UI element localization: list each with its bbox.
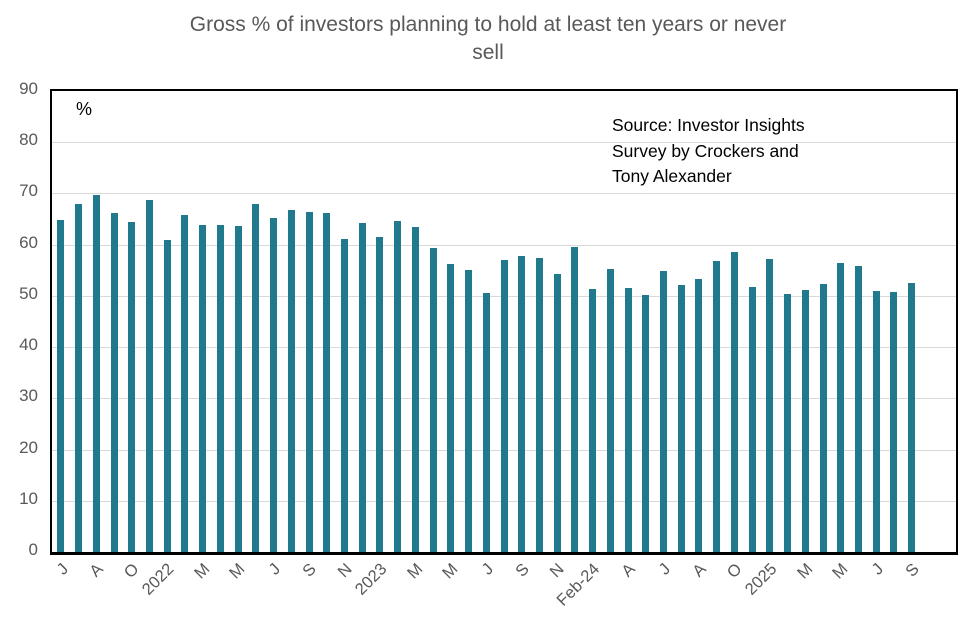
y-tick-label-10: 10 [19,488,38,508]
x-tick-label-text: 2025 [741,560,781,599]
x-tick-label-text: M [190,560,214,583]
gridline-80 [52,142,956,144]
x-tick-label-text: S [901,560,923,581]
bar-6 [145,199,153,552]
bar-23 [447,263,455,552]
bar-13 [270,217,278,552]
bar-14 [287,210,295,552]
bar-1 [57,219,65,552]
x-tick-label-text: J [53,560,72,579]
bar-18 [358,223,366,552]
bar-33 [624,288,632,552]
bar-15 [305,211,313,552]
bar-9 [199,225,207,552]
x-tick-label-text: A [86,560,108,581]
x-tick-label-text: M [439,560,462,583]
bar-34 [642,295,650,552]
y-axis-unit-label: % [76,99,93,119]
bar-42 [784,293,792,552]
y-tick-label-20: 20 [19,437,38,457]
bar-46 [855,266,862,552]
bar-12 [252,204,260,552]
x-tick-label-text: J [478,560,497,579]
gridline-60 [52,244,956,246]
bar-5 [128,221,136,552]
plot-area: % Source: Investor Insights Survey by Cr… [50,89,958,555]
gridline-70 [52,193,956,195]
bar-21 [411,226,419,552]
y-tick-label-30: 30 [19,386,38,406]
x-tick-label-text: O [120,560,143,582]
bar-8 [181,214,189,552]
x-tick-label-text: J [265,560,285,579]
y-tick-label-70: 70 [19,181,38,201]
x-tick-label-text: S [511,560,533,581]
bar-35 [660,271,668,552]
bar-38 [713,261,721,552]
bar-47 [872,290,880,552]
bar-32 [606,269,614,552]
bar-31 [589,288,597,552]
bar-20 [394,220,402,552]
x-tick-label-text: 2022 [139,560,178,599]
bar-44 [819,283,827,552]
y-tick-label-90: 90 [19,79,38,98]
bar-7 [163,239,171,552]
bar-41 [766,258,774,552]
x-tick-label-text: M [403,560,427,583]
x-tick-label-text: A [618,560,639,581]
bar-16 [323,213,331,552]
bar-11 [234,226,242,552]
bar-45 [837,262,845,552]
bar-48 [890,291,898,552]
y-tick-label-60: 60 [19,232,38,252]
bar-4 [110,212,118,552]
bar-29 [553,274,561,552]
x-tick-label-text: 2023 [351,560,391,599]
y-tick-label-40: 40 [19,335,38,355]
x-tick-label-text: J [868,560,887,579]
bar-39 [730,251,738,552]
x-tick-label-text: S [299,560,320,581]
x-tick-label-text: J [655,560,675,579]
source-line-1: Source: Investor Insights [612,115,805,135]
y-tick-label-80: 80 [19,130,38,150]
chart-title-line-1: Gross % of investors planning to hold at… [189,13,787,36]
bar-40 [748,286,756,552]
bar-26 [500,259,508,552]
x-tick-label-text: M [829,560,852,583]
bar-36 [677,285,685,552]
bar-10 [216,225,224,552]
bar-24 [465,269,473,552]
bar-30 [571,247,579,552]
bar-37 [695,279,703,552]
source-line-2: Survey by Crockers and [612,140,799,161]
bar-3 [92,194,100,552]
chart-title-line-2: sell [472,41,504,64]
x-tick-label-text: N [546,560,568,582]
bar-19 [376,236,384,552]
x-tick-label-text: M [226,560,249,583]
source-annotation: Source: Investor Insights Survey by Croc… [612,113,805,190]
bar-17 [340,239,348,552]
source-line-3: Tony Alexander [612,166,732,186]
bar-43 [801,289,809,552]
y-tick-label-0: 0 [28,540,38,559]
x-tick-label-text: M [793,560,817,583]
bar-49 [908,282,916,552]
x-tick-label-text: O [723,560,746,582]
bar-25 [482,292,490,552]
bar-2 [75,204,83,552]
x-tick-label-text: A [689,560,710,581]
chart-title: Gross % of investors planning to hold at… [0,11,976,67]
y-tick-label-50: 50 [19,283,38,303]
bar-28 [535,258,543,552]
bar-22 [429,248,437,552]
bar-27 [518,256,526,552]
x-tick-label-text: N [334,560,356,582]
